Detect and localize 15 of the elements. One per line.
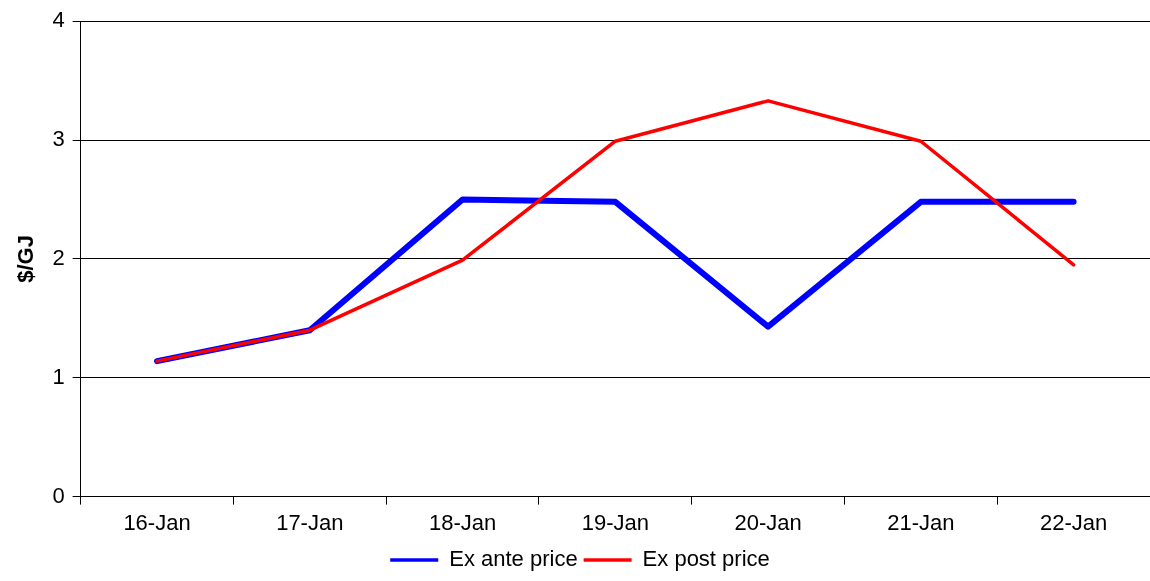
y-tick-label: 0 — [52, 482, 65, 508]
x-tick-label: 18-Jan — [428, 509, 497, 535]
legend-label: Ex post price — [642, 546, 770, 572]
y-tick-label: 2 — [52, 244, 65, 270]
x-tick-label: 22-Jan — [1039, 509, 1108, 535]
x-tick-label: 16-Jan — [123, 509, 191, 535]
y-tick-label: 4 — [52, 7, 65, 33]
x-tick-label: 21-Jan — [887, 509, 955, 535]
x-tick-label: 17-Jan — [276, 509, 344, 535]
y-axis-title: $/GJ — [13, 235, 39, 283]
y-tick-label: 1 — [52, 363, 65, 389]
y-tick-label: 3 — [52, 126, 65, 152]
x-tick-label: 19-Jan — [581, 509, 649, 535]
x-tick-label: 20-Jan — [734, 509, 802, 535]
legend-label: Ex ante price — [449, 546, 578, 572]
